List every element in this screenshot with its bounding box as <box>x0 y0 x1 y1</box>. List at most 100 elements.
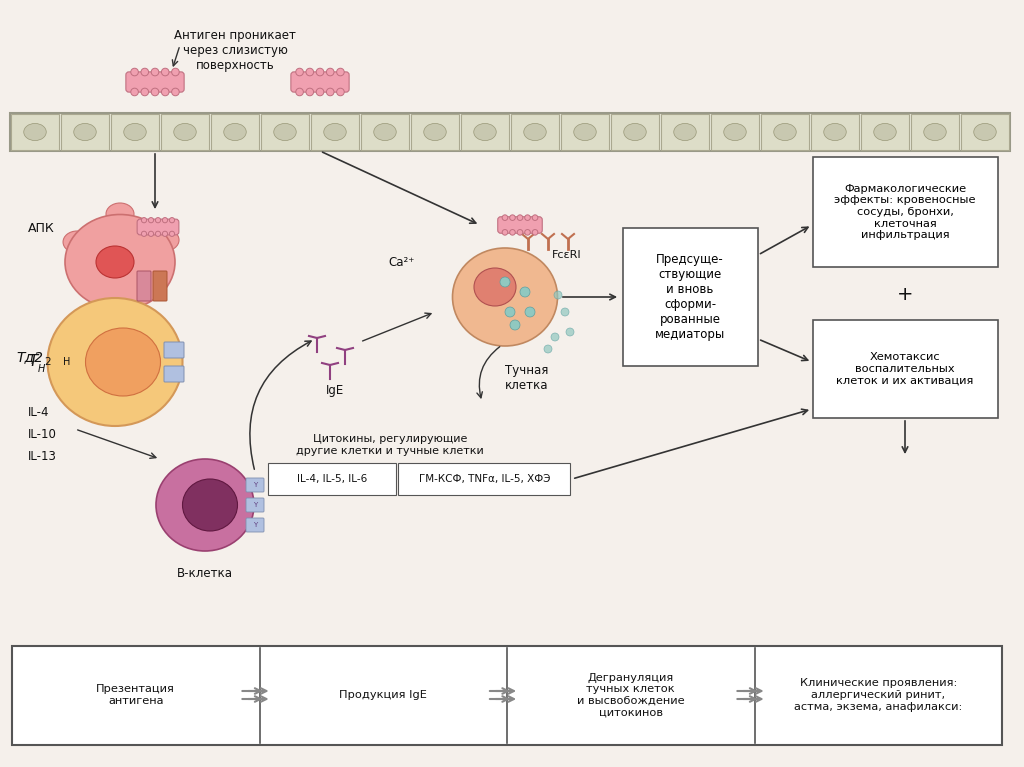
Circle shape <box>510 320 520 330</box>
Circle shape <box>156 231 161 236</box>
Ellipse shape <box>106 303 134 325</box>
FancyBboxPatch shape <box>164 342 184 358</box>
Text: Дегрануляция
тучных клеток
и высвобождение
цитокинов: Дегрануляция тучных клеток и высвобожден… <box>577 673 685 717</box>
FancyBboxPatch shape <box>561 114 609 150</box>
Circle shape <box>169 218 174 222</box>
Circle shape <box>141 88 148 96</box>
Circle shape <box>162 88 169 96</box>
Circle shape <box>296 88 303 96</box>
FancyBboxPatch shape <box>861 114 909 150</box>
Circle shape <box>500 277 510 287</box>
FancyBboxPatch shape <box>812 320 997 418</box>
Text: Y: Y <box>253 482 257 488</box>
Ellipse shape <box>47 298 182 426</box>
Circle shape <box>163 218 168 222</box>
Ellipse shape <box>573 123 596 140</box>
FancyBboxPatch shape <box>12 646 1002 745</box>
Circle shape <box>524 215 530 220</box>
Circle shape <box>554 291 562 299</box>
Ellipse shape <box>96 246 134 278</box>
Ellipse shape <box>174 123 197 140</box>
Text: 2: 2 <box>44 357 50 367</box>
Circle shape <box>532 215 538 220</box>
Circle shape <box>520 287 530 297</box>
FancyBboxPatch shape <box>361 114 409 150</box>
Ellipse shape <box>474 268 516 306</box>
Circle shape <box>316 68 324 76</box>
Ellipse shape <box>182 479 238 531</box>
Text: Хемотаксис
воспалительных
клеток и их активация: Хемотаксис воспалительных клеток и их ак… <box>837 352 974 386</box>
Ellipse shape <box>774 123 797 140</box>
Circle shape <box>141 68 148 76</box>
Text: Предсуще-
ствующие
и вновь
сформи-
рованные
медиаторы: Предсуще- ствующие и вновь сформи- рован… <box>655 253 725 341</box>
FancyBboxPatch shape <box>662 114 709 150</box>
Ellipse shape <box>424 123 446 140</box>
Text: IL-4: IL-4 <box>28 406 49 419</box>
Ellipse shape <box>106 203 134 225</box>
Text: Фармакологические
эффекты: кровеносные
сосуды, бронхи,
клеточная
инфильтрация: Фармакологические эффекты: кровеносные с… <box>835 184 976 240</box>
Circle shape <box>337 68 344 76</box>
FancyBboxPatch shape <box>291 72 349 92</box>
Ellipse shape <box>474 123 497 140</box>
Ellipse shape <box>453 248 557 346</box>
FancyBboxPatch shape <box>812 157 997 267</box>
Circle shape <box>306 88 313 96</box>
Circle shape <box>327 68 334 76</box>
Ellipse shape <box>974 123 996 140</box>
FancyBboxPatch shape <box>246 498 264 512</box>
FancyBboxPatch shape <box>111 114 159 150</box>
FancyBboxPatch shape <box>137 271 151 301</box>
Text: IL-4, IL-5, IL-6: IL-4, IL-5, IL-6 <box>297 474 368 484</box>
FancyBboxPatch shape <box>261 114 309 150</box>
Ellipse shape <box>873 123 896 140</box>
Circle shape <box>502 215 508 220</box>
FancyBboxPatch shape <box>961 114 1009 150</box>
Text: Клинические проявления:
аллергический ринит,
астма, экзема, анафилакси:: Клинические проявления: аллергический ри… <box>794 678 963 712</box>
Ellipse shape <box>24 123 46 140</box>
FancyBboxPatch shape <box>761 114 809 150</box>
Text: Цитокины, регулирующие
другие клетки и тучные клетки: Цитокины, регулирующие другие клетки и т… <box>296 434 484 456</box>
FancyBboxPatch shape <box>623 228 758 366</box>
Text: Антиген проникает
через слизистую
поверхность: Антиген проникает через слизистую поверх… <box>174 29 296 72</box>
FancyBboxPatch shape <box>268 463 396 495</box>
Ellipse shape <box>374 123 396 140</box>
Circle shape <box>162 68 169 76</box>
FancyBboxPatch shape <box>461 114 509 150</box>
Text: Ca²⁺: Ca²⁺ <box>389 255 415 268</box>
Circle shape <box>524 229 530 235</box>
Circle shape <box>316 88 324 96</box>
Circle shape <box>505 307 515 317</box>
Ellipse shape <box>674 123 696 140</box>
Ellipse shape <box>273 123 296 140</box>
Circle shape <box>532 229 538 235</box>
Text: FcεRI: FcεRI <box>552 250 582 260</box>
Circle shape <box>544 345 552 353</box>
Text: Продукция IgE: Продукция IgE <box>339 690 427 700</box>
Ellipse shape <box>924 123 946 140</box>
Text: Y: Y <box>253 522 257 528</box>
Text: IgE: IgE <box>326 384 344 397</box>
Text: IL-10: IL-10 <box>28 427 57 440</box>
FancyBboxPatch shape <box>411 114 459 150</box>
FancyBboxPatch shape <box>246 518 264 532</box>
Text: +: + <box>897 285 913 304</box>
FancyBboxPatch shape <box>911 114 959 150</box>
FancyBboxPatch shape <box>161 114 209 150</box>
FancyBboxPatch shape <box>153 271 167 301</box>
Circle shape <box>502 229 508 235</box>
Circle shape <box>510 215 515 220</box>
Circle shape <box>141 231 146 236</box>
FancyBboxPatch shape <box>211 114 259 150</box>
FancyBboxPatch shape <box>811 114 859 150</box>
Text: T: T <box>28 354 37 370</box>
FancyBboxPatch shape <box>246 478 264 492</box>
Ellipse shape <box>151 229 179 251</box>
Ellipse shape <box>65 215 175 310</box>
Text: Y: Y <box>253 502 257 508</box>
Circle shape <box>148 218 154 222</box>
Ellipse shape <box>63 231 91 253</box>
Circle shape <box>337 88 344 96</box>
FancyBboxPatch shape <box>126 72 184 92</box>
Circle shape <box>327 88 334 96</box>
Text: Презентация
антигена: Презентация антигена <box>96 684 175 706</box>
